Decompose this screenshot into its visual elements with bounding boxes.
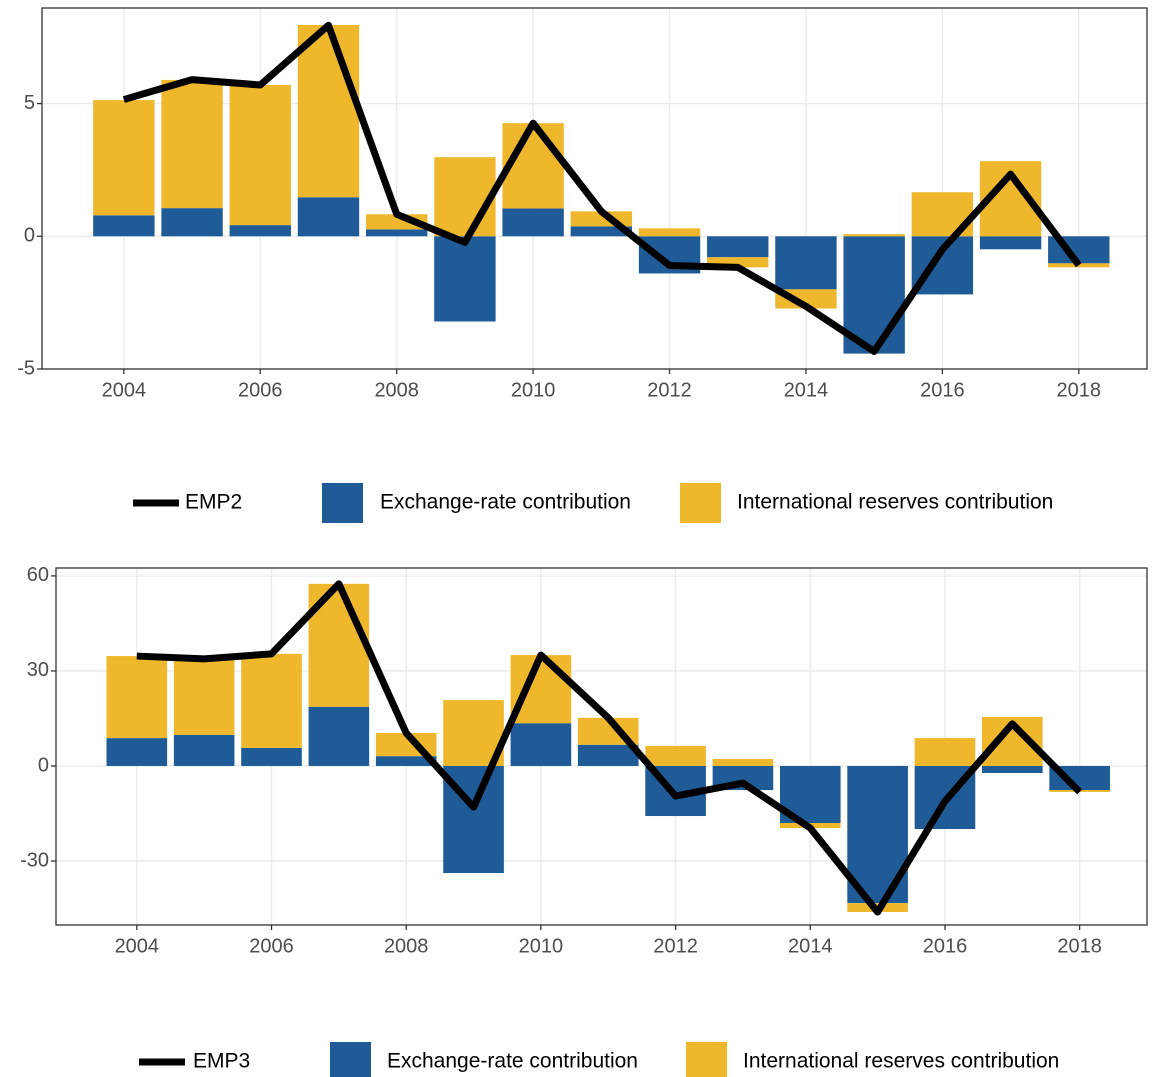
x-tick-label: 2004 xyxy=(102,379,147,401)
bar xyxy=(297,24,360,198)
bar xyxy=(241,653,302,748)
x-tick-label: 2006 xyxy=(238,379,283,401)
legend-label: International reserves contribution xyxy=(737,491,1053,514)
bar xyxy=(106,656,168,739)
bar xyxy=(510,723,572,766)
bar xyxy=(982,765,1043,773)
line xyxy=(136,580,1083,916)
y-tick-label: -30 xyxy=(20,849,49,871)
bar xyxy=(375,756,437,766)
bar xyxy=(229,84,291,226)
bar xyxy=(297,197,360,237)
bar xyxy=(161,208,223,237)
x-tick-label: 2012 xyxy=(653,935,698,957)
bar xyxy=(979,236,1042,250)
bar xyxy=(914,738,976,766)
legend-label: International reserves contribution xyxy=(743,1050,1059,1073)
x-tick-label: 2016 xyxy=(920,379,965,401)
x-tick-label: 2010 xyxy=(511,379,556,401)
legend-key xyxy=(322,483,363,523)
bar xyxy=(229,225,291,237)
bar xyxy=(93,100,155,216)
panel-background xyxy=(42,8,1147,369)
x-tick-label: 2004 xyxy=(115,935,160,957)
bar xyxy=(645,746,706,766)
legend-label: EMP2 xyxy=(185,491,242,514)
legend-label: Exchange-rate contribution xyxy=(380,491,631,514)
x-tick-label: 2008 xyxy=(384,935,429,957)
y-tick-label: -5 xyxy=(17,357,35,379)
legend-key xyxy=(680,483,721,523)
legend-label: EMP3 xyxy=(193,1050,250,1073)
y-tick-label: 30 xyxy=(27,659,49,681)
bar xyxy=(173,658,235,735)
x-tick-label: 2018 xyxy=(1057,379,1102,401)
x-tick-label: 2012 xyxy=(647,379,692,401)
bar xyxy=(434,236,496,322)
x-tick-label: 2014 xyxy=(784,379,829,401)
bar xyxy=(434,157,496,237)
y-tick-label: 5 xyxy=(24,92,35,114)
x-tick-label: 2016 xyxy=(923,935,968,957)
bar xyxy=(638,228,701,237)
bar xyxy=(707,236,769,258)
bar xyxy=(712,759,774,766)
bar xyxy=(308,706,370,766)
bar xyxy=(707,257,769,268)
bar xyxy=(577,744,639,766)
y-tick-label: 0 xyxy=(24,225,35,247)
x-tick-label: 2018 xyxy=(1057,935,1102,957)
bar xyxy=(93,215,155,237)
bar xyxy=(365,229,428,237)
bar xyxy=(106,738,168,766)
line xyxy=(122,21,1082,355)
legend-label: Exchange-rate contribution xyxy=(387,1050,638,1073)
bar xyxy=(775,236,837,290)
y-tick-label: 60 xyxy=(27,564,49,586)
bar xyxy=(843,234,905,237)
bar xyxy=(570,226,633,237)
bar xyxy=(173,734,235,766)
bar xyxy=(1048,263,1110,268)
x-tick-label: 2010 xyxy=(519,935,564,957)
panel-border xyxy=(55,567,1148,926)
legend-key xyxy=(686,1042,727,1077)
bar xyxy=(510,655,572,724)
bar xyxy=(241,747,302,766)
x-tick-label: 2006 xyxy=(249,935,294,957)
bar xyxy=(502,208,564,237)
x-tick-label: 2008 xyxy=(374,379,419,401)
legend-key xyxy=(330,1042,371,1077)
panel-border xyxy=(41,7,1148,370)
x-tick-label: 2014 xyxy=(788,935,833,957)
bar xyxy=(161,79,223,209)
y-tick-label: 0 xyxy=(38,754,49,776)
